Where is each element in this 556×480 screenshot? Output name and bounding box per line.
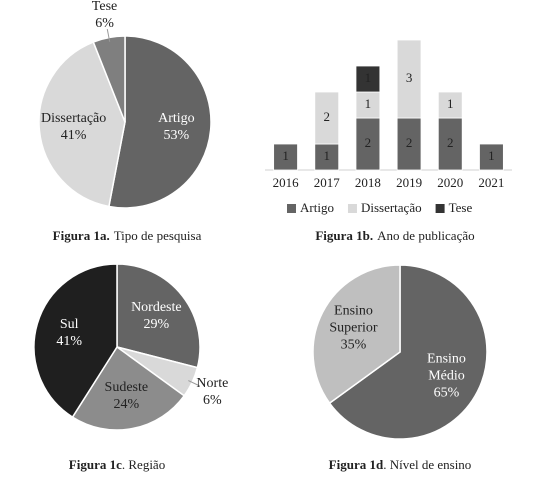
slice-percent: 35% <box>340 337 367 353</box>
slice-label: Sul 41% <box>31 316 107 350</box>
bar-segment <box>314 91 340 145</box>
bar-label: 2 <box>406 135 413 150</box>
slice-percent: 6% <box>95 15 114 31</box>
slice-label: Artigo 53% <box>138 110 214 144</box>
pie-slice <box>71 345 186 431</box>
x-tick-label: 2018 <box>355 175 381 190</box>
bar-label: 3 <box>406 70 413 85</box>
bar-label: 1 <box>488 148 495 163</box>
bar-label: 1 <box>365 70 372 85</box>
bar-label: 2 <box>324 109 331 124</box>
slice-category: Ensino Superior <box>329 303 378 336</box>
slice-label: Norte 6% <box>174 375 250 409</box>
slice-percent: 41% <box>56 334 82 350</box>
pie-slice <box>38 41 126 208</box>
bar-label: 2 <box>365 135 372 150</box>
slice-category: Nordeste <box>131 300 182 316</box>
caption: Figura 1a. Tipo de pesquisa <box>53 228 202 243</box>
bar-label: 1 <box>447 96 454 111</box>
leader-line <box>188 380 200 387</box>
legend-swatch <box>287 204 296 213</box>
legend-label: Tese <box>449 200 473 215</box>
x-tick-label: 2020 <box>437 175 463 190</box>
pie-slice <box>312 264 401 405</box>
caption-text: . Região <box>122 457 165 472</box>
slice-category: Dissertação <box>40 110 107 126</box>
bar-label: 1 <box>324 148 331 163</box>
slice-category: Ensino Médio <box>427 351 466 384</box>
slice-category: Sul <box>59 317 79 333</box>
caption-text: Ano de publicação <box>377 228 474 243</box>
caption-label: Figura 1b. <box>315 228 373 243</box>
x-tick-label: 2021 <box>478 175 504 190</box>
slice-category: Norte <box>196 375 229 391</box>
bar-segment <box>479 143 504 171</box>
bar-label: 1 <box>282 148 289 163</box>
slice-label: Ensino Médio 65% <box>409 350 485 401</box>
bar-segment <box>355 65 381 93</box>
slice-label: Sudeste 24% <box>88 379 164 413</box>
slice-percent: 41% <box>60 127 87 143</box>
pie-slice <box>328 264 488 440</box>
slice-label: Dissertação 41% <box>36 110 112 144</box>
pie-slice <box>33 263 118 419</box>
slice-label: Nordeste 29% <box>118 299 194 333</box>
slice-label: Tese 6% <box>67 0 143 32</box>
slice-percent: 24% <box>113 396 140 412</box>
slice-percent: 53% <box>163 127 190 143</box>
slice-percent: 29% <box>143 317 170 333</box>
slice-category: Tese <box>91 0 118 14</box>
legend-swatch <box>435 204 445 213</box>
caption: Figura 1b. Ano de publicação <box>315 228 474 243</box>
legend-label: Artigo <box>300 200 334 215</box>
slice-category: Artigo <box>158 110 195 126</box>
pie-slice <box>116 263 201 369</box>
bar-label: 1 <box>365 96 372 111</box>
caption-label: Figura 1c <box>69 457 122 472</box>
slice-label: Ensino Superior 35% <box>315 303 391 354</box>
pie-slice <box>108 35 212 209</box>
bar-label: 2 <box>447 135 454 150</box>
slice-percent: 65% <box>433 385 460 401</box>
x-tick-label: 2016 <box>273 175 300 190</box>
x-tick-label: 2019 <box>396 175 422 190</box>
bar-segment <box>273 143 298 171</box>
x-tick-label: 2017 <box>314 175 341 190</box>
slice-category: Sudeste <box>104 379 149 395</box>
caption-label: Figura 1a. <box>53 228 110 243</box>
legend-label: Dissertação <box>361 200 422 215</box>
caption-label: Figura 1d <box>329 457 384 472</box>
legend-swatch <box>347 204 357 213</box>
caption: Figura 1d. Nível de ensino <box>329 457 472 472</box>
caption: Figura 1c. Região <box>69 457 165 472</box>
caption-text: Tipo de pesquisa <box>114 228 202 243</box>
slice-percent: 6% <box>203 392 222 408</box>
caption-text: . Nível de ensino <box>383 457 471 472</box>
leader-line <box>106 28 111 42</box>
bar-segment <box>396 39 422 119</box>
bar-segment <box>437 91 463 119</box>
